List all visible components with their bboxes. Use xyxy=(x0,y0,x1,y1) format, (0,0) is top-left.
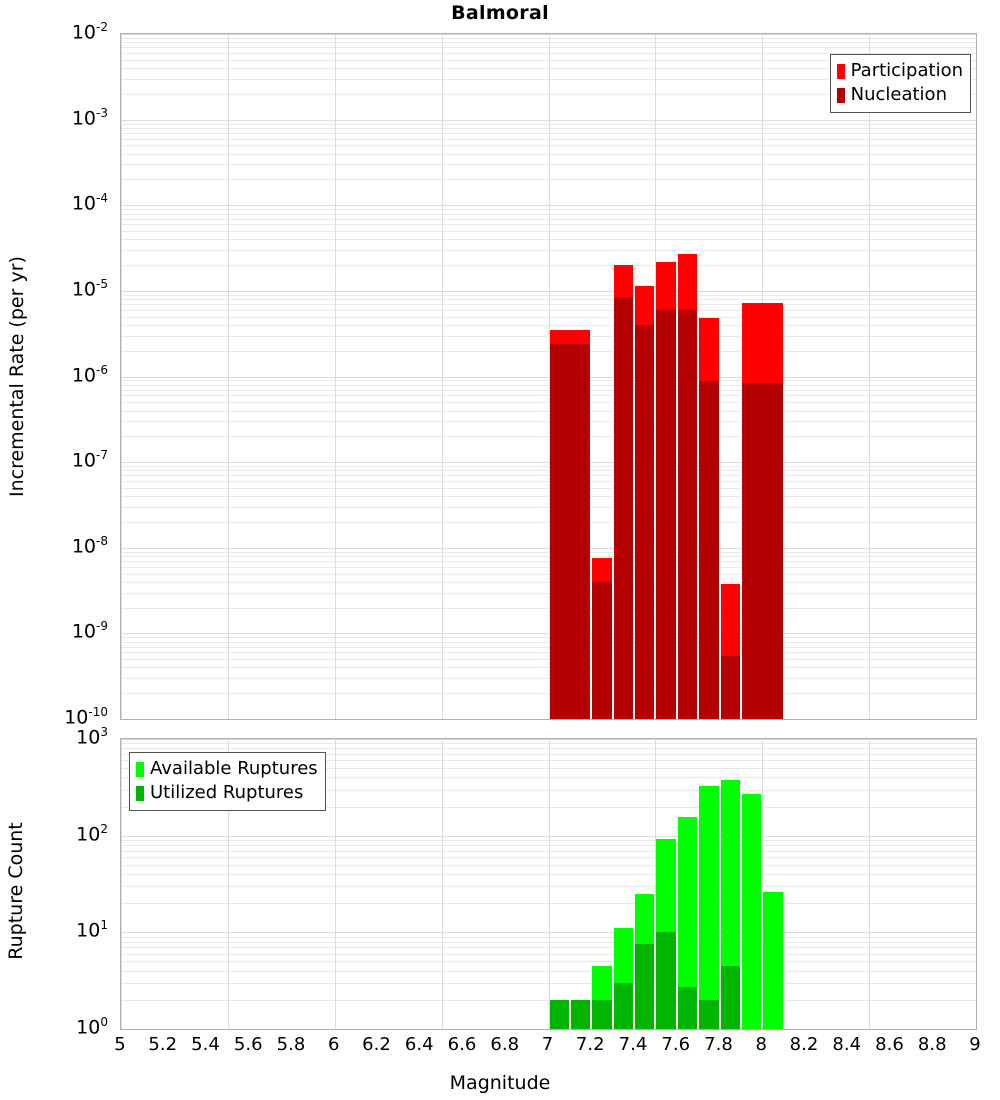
y-tick-label: 10-4 xyxy=(71,191,108,215)
legend-item[interactable]: Available Ruptures xyxy=(136,757,318,781)
bar-utilized-ruptures xyxy=(677,987,698,1029)
y-tick-label: 103 xyxy=(76,725,108,749)
gridline-vertical xyxy=(655,739,657,1029)
legend-item[interactable]: Utilized Ruptures xyxy=(136,781,318,805)
x-tick-label: 8.4 xyxy=(832,1034,862,1055)
bar-utilized-ruptures xyxy=(656,932,676,1029)
x-tick-label: 8 xyxy=(755,1034,767,1055)
x-tick-label: 5.2 xyxy=(148,1034,178,1055)
bar-nucleation xyxy=(656,309,676,719)
y-tick-label: 10-7 xyxy=(71,448,108,472)
bottom-chart-plot-area: Available Ruptures Utilized Ruptures xyxy=(120,738,977,1030)
y-tick-label: 10-9 xyxy=(71,619,108,643)
legend-swatch-icon xyxy=(136,761,144,777)
y-tick-label: 10-5 xyxy=(71,276,108,301)
bar-nucleation xyxy=(699,381,719,719)
gridline-vertical xyxy=(227,34,229,719)
bar-nucleation xyxy=(720,655,740,719)
bottom-chart-legend: Available Ruptures Utilized Ruptures xyxy=(129,752,326,811)
bar-nucleation xyxy=(741,383,783,719)
x-tick-label: 5 xyxy=(114,1034,126,1055)
gridline-vertical xyxy=(121,34,122,719)
y-tick-label: 100 xyxy=(76,1015,108,1039)
gridline-vertical xyxy=(121,739,122,1029)
gridline-horizontal xyxy=(121,1029,976,1030)
legend-swatch-icon xyxy=(836,87,845,103)
gridline-vertical xyxy=(334,34,336,719)
bar-nucleation xyxy=(677,309,698,719)
legend-swatch-icon xyxy=(136,785,144,801)
x-tick-label: 8.6 xyxy=(875,1034,904,1055)
gridline-vertical xyxy=(441,34,443,719)
bar-utilized-ruptures xyxy=(570,999,591,1029)
bar-available-ruptures xyxy=(677,817,698,1029)
legend-label: Nucleation xyxy=(850,84,947,105)
x-axis-label: Magnitude xyxy=(449,1072,551,1094)
gridline-vertical xyxy=(548,34,550,719)
x-tick-label: 9 xyxy=(969,1034,981,1055)
x-tick-label: 8.8 xyxy=(917,1034,947,1055)
bar-available-ruptures xyxy=(741,793,762,1029)
x-tick-label: 7 xyxy=(541,1034,554,1055)
gridline-vertical xyxy=(869,34,871,719)
legend-label: Participation xyxy=(850,60,963,81)
legend-item[interactable]: Nucleation xyxy=(836,83,963,107)
legend-label: Utilized Ruptures xyxy=(150,782,304,803)
bar-utilized-ruptures xyxy=(549,999,569,1029)
bar-available-ruptures xyxy=(699,785,719,1029)
x-tick-label: 6.4 xyxy=(404,1034,434,1055)
x-tick-label: 6.2 xyxy=(362,1034,391,1055)
x-tick-label: 6.6 xyxy=(447,1034,477,1055)
gridline-vertical xyxy=(976,34,977,719)
legend-label: Available Ruptures xyxy=(150,758,318,779)
bar-utilized-ruptures xyxy=(720,965,740,1029)
legend-swatch-icon xyxy=(836,63,845,79)
x-tick-label: 5.4 xyxy=(191,1034,220,1055)
x-tick-label: 5.8 xyxy=(276,1034,306,1055)
x-tick-label: 7.2 xyxy=(575,1034,605,1055)
bar-utilized-ruptures xyxy=(613,982,633,1029)
y-tick-label: 10-2 xyxy=(71,20,108,44)
x-tick-label: 6 xyxy=(328,1034,340,1055)
gridline-vertical xyxy=(548,739,550,1029)
y-tick-label: 10-6 xyxy=(71,362,108,386)
bar-nucleation xyxy=(613,296,633,719)
x-tick-label: 5.6 xyxy=(233,1034,263,1055)
top-chart-plot-area: Participation Nucleation xyxy=(120,33,977,720)
y-tick-label: 101 xyxy=(76,918,108,942)
bar-nucleation xyxy=(549,343,591,719)
x-tick-label: 7.4 xyxy=(618,1034,648,1055)
legend-item[interactable]: Participation xyxy=(836,59,963,83)
bar-available-ruptures xyxy=(763,892,783,1029)
y-tick-label: 102 xyxy=(76,821,108,845)
gridline-vertical xyxy=(655,34,657,719)
bar-utilized-ruptures xyxy=(635,944,655,1029)
gridline-vertical xyxy=(227,739,229,1029)
y-tick-label: 10-8 xyxy=(71,533,108,558)
page-title: Balmoral xyxy=(451,2,549,24)
top-chart-legend: Participation Nucleation xyxy=(829,54,971,113)
gridline-vertical xyxy=(976,739,977,1029)
bar-utilized-ruptures xyxy=(699,999,719,1029)
x-tick-label: 7.6 xyxy=(661,1034,691,1055)
x-tick-label: 6.8 xyxy=(490,1034,520,1055)
x-tick-label: 7.8 xyxy=(704,1034,733,1055)
gridline-vertical xyxy=(869,739,871,1029)
bar-utilized-ruptures xyxy=(592,999,612,1029)
bar-nucleation xyxy=(592,581,612,719)
x-tick-label: 8.2 xyxy=(789,1034,819,1055)
y-tick-label: 10-3 xyxy=(71,105,108,129)
bar-nucleation xyxy=(635,324,655,719)
gridline-vertical xyxy=(762,739,764,1029)
gridline-horizontal xyxy=(121,719,976,720)
y-tick-label: 10-10 xyxy=(64,705,108,729)
gridline-vertical xyxy=(441,739,443,1029)
gridline-vertical xyxy=(334,739,336,1029)
